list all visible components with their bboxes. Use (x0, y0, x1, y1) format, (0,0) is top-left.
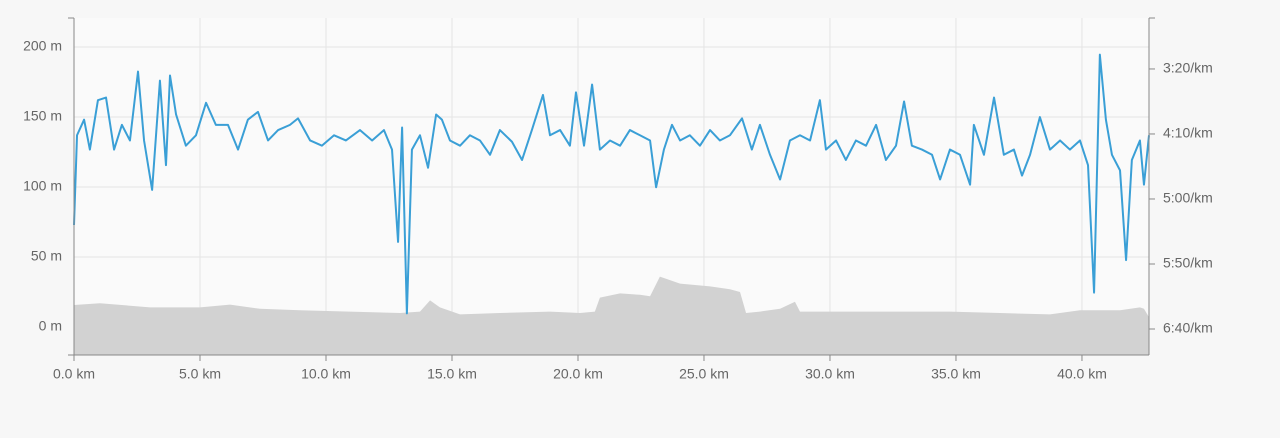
x-tick-label: 10.0 km (301, 366, 351, 382)
y-tick-label: 150 m (23, 108, 62, 124)
y2-tick-label: 4:10/km (1163, 125, 1213, 141)
y-tick-label: 0 m (39, 318, 62, 334)
x-tick-label: 40.0 km (1057, 366, 1107, 382)
y-tick-label: 50 m (31, 248, 62, 264)
x-tick-label: 30.0 km (805, 366, 855, 382)
x-tick-label: 5.0 km (179, 366, 221, 382)
y2-tick-label: 6:40/km (1163, 320, 1213, 336)
x-tick-label: 35.0 km (931, 366, 981, 382)
y-tick-label: 200 m (23, 38, 62, 54)
x-tick-label: 0.0 km (53, 366, 95, 382)
y2-tick-label: 5:00/km (1163, 190, 1213, 206)
y-tick-label: 100 m (23, 178, 62, 194)
x-tick-label: 20.0 km (553, 366, 603, 382)
y2-tick-label: 5:50/km (1163, 255, 1213, 271)
pace-line (73, 53, 1150, 315)
x-tick-label: 15.0 km (427, 366, 477, 382)
x-tick-label: 25.0 km (679, 366, 729, 382)
y2-tick-label: 3:20/km (1163, 60, 1213, 76)
elevation-area (74, 276, 1149, 355)
